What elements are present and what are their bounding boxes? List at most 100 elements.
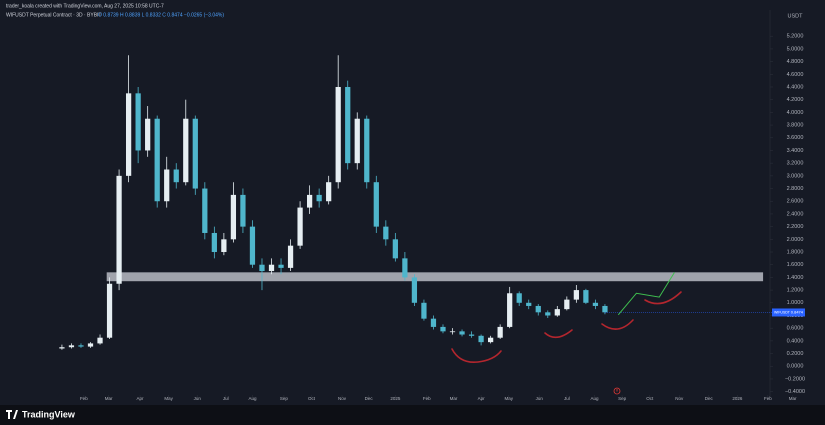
y-tick-label: 1.6000 <box>787 262 804 268</box>
ohlc-line: O 0.8739 H 0.8839 L 0.8332 C 0.8474 −0.0… <box>98 12 224 18</box>
y-tick-label: −0.4000 <box>785 389 805 395</box>
y-tick-label: 3.2000 <box>787 161 804 167</box>
candle-body <box>592 302 599 306</box>
x-tick-label: Mar <box>789 396 797 401</box>
candle-body <box>78 345 84 347</box>
arc <box>544 329 573 339</box>
x-tick-label: Jun <box>194 396 202 401</box>
x-tick-label: Jul <box>223 396 229 401</box>
y-tick-label: 1.0000 <box>787 300 804 306</box>
x-tick-label: 2026 <box>732 396 743 401</box>
candle-body <box>535 305 541 313</box>
x-tick-label: Sep <box>280 396 289 401</box>
candle-body <box>383 226 389 240</box>
y-tick-label: 2.8000 <box>787 186 804 192</box>
x-tick-label: Nov <box>338 396 347 401</box>
footer-bar <box>0 405 825 425</box>
alert-icon[interactable] <box>613 387 621 395</box>
x-tick-label: Mar <box>105 396 113 401</box>
y-unit: USDT <box>788 13 804 19</box>
candle-body <box>287 245 294 268</box>
current-price-value: 0.8474 <box>791 310 804 315</box>
candle-body <box>402 258 408 278</box>
candle-body <box>421 302 427 319</box>
candle-body <box>583 290 589 303</box>
x-tick-label: Apr <box>478 396 486 401</box>
x-tick-label: Mar <box>450 396 458 401</box>
candle-body <box>306 194 313 208</box>
x-tick-label: Nov <box>675 396 684 401</box>
x-tick-label: Jun <box>536 396 544 401</box>
author-line: trader_koala created with TradingView.co… <box>6 3 164 9</box>
candle-body <box>116 175 122 284</box>
y-tick-label: 0.4000 <box>787 338 804 344</box>
y-tick-label: 5.2000 <box>787 34 804 40</box>
candle-body <box>602 305 608 313</box>
candle-body <box>373 182 379 227</box>
candle-body <box>268 264 275 272</box>
candle-body <box>554 309 560 316</box>
arc <box>601 319 634 330</box>
y-tick-label: 0.2000 <box>787 351 804 357</box>
candle-body <box>545 312 551 316</box>
hand-drawn-arcs <box>451 291 682 364</box>
candle-body <box>173 169 179 183</box>
y-tick-label: 2.4000 <box>787 211 804 217</box>
candle-body <box>230 194 237 240</box>
candle-body <box>354 118 360 164</box>
candle-body <box>106 283 113 338</box>
candle-body <box>202 188 208 233</box>
projection-line <box>617 272 675 316</box>
arc <box>644 291 682 305</box>
candle-body <box>459 331 465 335</box>
y-tick-label: 4.4000 <box>787 84 804 90</box>
candle-body <box>449 331 456 333</box>
candle-body <box>468 334 475 336</box>
candle-body <box>507 293 513 327</box>
candle-body <box>135 93 141 151</box>
brand-name: TradingView <box>22 409 76 419</box>
y-tick-label: 3.8000 <box>787 123 804 129</box>
x-tick-label: Oct <box>308 396 316 401</box>
candle-body <box>430 318 437 327</box>
y-tick-label: 4.2000 <box>787 97 804 103</box>
candle-body <box>573 290 579 300</box>
arc <box>451 348 502 364</box>
candle-body <box>392 239 398 259</box>
brand-logo <box>6 410 18 419</box>
candle-body <box>192 118 198 189</box>
y-tick-label: 4.6000 <box>787 72 804 78</box>
x-tick-label: May <box>164 396 173 401</box>
x-tick-label: Apr <box>137 396 145 401</box>
candle-body <box>154 118 160 202</box>
candle-body <box>164 169 170 202</box>
y-tick-label: 1.4000 <box>787 275 804 281</box>
candle-body <box>488 337 494 343</box>
x-tick-label: Feb <box>80 396 88 401</box>
y-tick-label: 5.0000 <box>787 46 804 52</box>
x-tick-label: Feb <box>764 396 772 401</box>
candle-body <box>564 299 570 310</box>
candle-body <box>125 93 132 176</box>
x-tick-label: Oct <box>646 396 654 401</box>
y-tick-label: 2.2000 <box>787 224 804 230</box>
x-tick-label: Sep <box>618 396 627 401</box>
candle-body <box>211 232 217 253</box>
candle-body <box>316 194 322 202</box>
candle-body <box>87 343 94 347</box>
x-tick-label: Dec <box>365 396 374 401</box>
y-tick-label: 2.6000 <box>787 199 804 205</box>
candle-body <box>345 86 351 164</box>
x-tick-label: Feb <box>423 396 431 401</box>
candle-body <box>411 277 418 303</box>
candle-body <box>97 337 103 344</box>
y-tick-label: 3.4000 <box>787 148 804 154</box>
current-price-box <box>772 308 805 317</box>
candle-body <box>526 302 532 306</box>
y-tick-label: −0.2000 <box>785 376 805 382</box>
y-tick-label: 3.6000 <box>787 135 804 141</box>
candle-body <box>297 207 303 246</box>
